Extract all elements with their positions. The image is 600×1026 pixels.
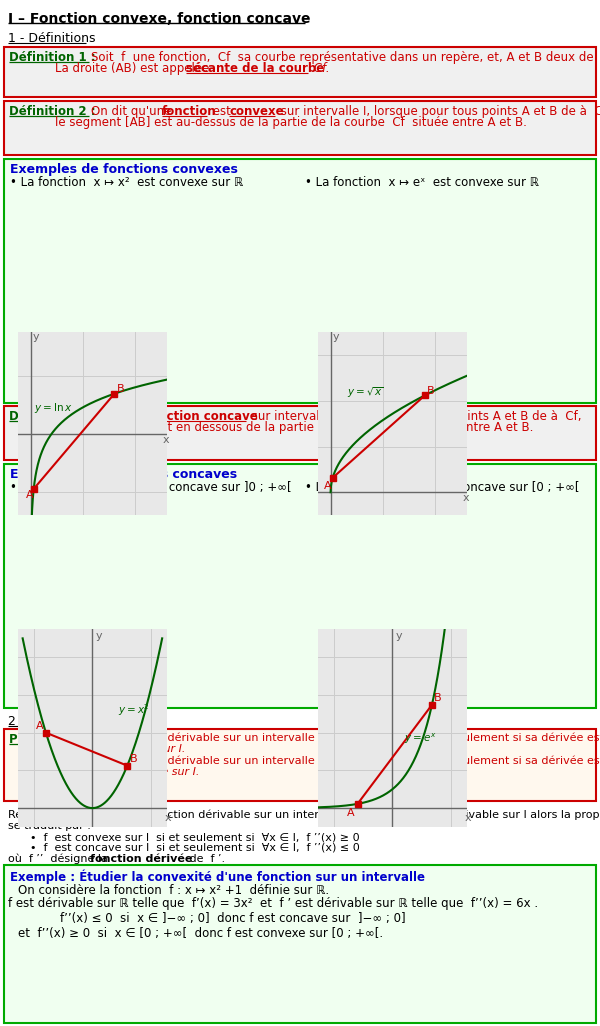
Text: décroissante sur I.: décroissante sur I. — [97, 767, 199, 777]
Text: est: est — [209, 105, 235, 118]
FancyBboxPatch shape — [4, 159, 596, 403]
Text: se traduit par :: se traduit par : — [8, 821, 91, 831]
Text: $y = x^2$: $y = x^2$ — [118, 702, 149, 718]
Text: f est dérivable sur ℝ telle que  f’(x) = 3x²  et  f ’ est dérivable sur ℝ telle : f est dérivable sur ℝ telle que f’(x) = … — [8, 897, 538, 910]
Text: et  f’’(x) ≥ 0  si  x ∈ [0 ; +∞[  donc f est convexe sur [0 ; +∞[.: et f’’(x) ≥ 0 si x ∈ [0 ; +∞[ donc f est… — [18, 928, 383, 940]
Text: • Une fonction dérivable sur un intervalle I est concave sur I si et seulement s: • Une fonction dérivable sur un interval… — [83, 756, 600, 766]
Text: • Une fonction dérivable sur un intervalle I est convexe sur I si et seulement s: • Une fonction dérivable sur un interval… — [83, 733, 600, 743]
Text: fonction: fonction — [162, 105, 217, 118]
Text: • La fonction  x ↦ ln x  est concave sur ]0 ; +∞[: • La fonction x ↦ ln x est concave sur ]… — [10, 481, 292, 494]
Text: • La fonction  x ↦ √x  est concave sur [0 ; +∞[: • La fonction x ↦ √x est concave sur [0 … — [305, 481, 580, 494]
Text: x: x — [464, 814, 471, 823]
Text: Exemple : Étudier la convexité d'une fonction sur un intervalle: Exemple : Étudier la convexité d'une fon… — [10, 869, 425, 883]
Text: Cf.: Cf. — [310, 62, 329, 75]
FancyBboxPatch shape — [4, 464, 596, 708]
Text: de  f ’.: de f ’. — [186, 854, 225, 864]
Text: où  f ’’  désigne la: où f ’’ désigne la — [8, 854, 112, 865]
Text: B: B — [427, 387, 434, 396]
Text: B: B — [116, 385, 124, 394]
Text: 1 - Définitions: 1 - Définitions — [8, 32, 95, 45]
Text: On dit qu'une: On dit qu'une — [91, 105, 175, 118]
Text: f’’(x) ≤ 0  si  x ∈ ]−∞ ; 0]  donc f est concave sur  ]−∞ ; 0]: f’’(x) ≤ 0 si x ∈ ]−∞ ; 0] donc f est co… — [60, 912, 406, 925]
Text: Définition 2 :: Définition 2 : — [9, 105, 95, 118]
Text: $y = e^x$: $y = e^x$ — [404, 732, 436, 746]
Text: $y = \sqrt{x}$: $y = \sqrt{x}$ — [347, 386, 384, 400]
Text: y: y — [33, 332, 40, 343]
Text: B: B — [434, 694, 442, 703]
Text: 2 - Dérivée seconde: 2 - Dérivée seconde — [8, 715, 134, 728]
Text: Exemples de fonctions concaves: Exemples de fonctions concaves — [10, 468, 237, 481]
Text: fonction concave: fonction concave — [145, 410, 258, 423]
Text: Exemples de fonctions convexes: Exemples de fonctions convexes — [10, 163, 238, 176]
Text: A: A — [347, 808, 355, 818]
Text: le segment [AB] est en dessous de la partie de la courbe  Cf  située entre A et : le segment [AB] est en dessous de la par… — [55, 421, 533, 434]
Text: On considère la fonction  f : x ↦ x² +1  définie sur ℝ.: On considère la fonction f : x ↦ x² +1 d… — [18, 884, 329, 897]
Text: •  f  est convexe sur I  si et seulement si  ∀x ∈ I,  f ’’(x) ≥ 0: • f est convexe sur I si et seulement si… — [30, 832, 359, 842]
Text: x: x — [164, 814, 171, 823]
Text: le segment [AB] est au-dessus de la partie de la courbe  Cf  située entre A et B: le segment [AB] est au-dessus de la part… — [55, 116, 527, 129]
Text: sur intervalle I, lorsque pour tous points A et B de à  Cf,: sur intervalle I, lorsque pour tous poin… — [277, 105, 600, 118]
Text: • La fonction  x ↦ x²  est convexe sur ℝ: • La fonction x ↦ x² est convexe sur ℝ — [10, 176, 243, 189]
Text: y: y — [333, 332, 340, 343]
Text: I – Fonction convexe, fonction concave: I – Fonction convexe, fonction concave — [8, 12, 311, 26]
Text: •  f  est concave sur I  si et seulement si  ∀x ∈ I,  f ’’(x) ≤ 0: • f est concave sur I si et seulement si… — [30, 843, 360, 853]
FancyBboxPatch shape — [4, 865, 596, 1023]
Text: fonction dérivée: fonction dérivée — [90, 854, 193, 864]
Text: y: y — [95, 631, 102, 641]
Text: convexe: convexe — [229, 105, 284, 118]
Text: A: A — [26, 489, 34, 500]
Text: sécante de la courbe: sécante de la courbe — [186, 62, 324, 75]
Text: sur intervalle I, lorsque pour tous points A et B de à  Cf,: sur intervalle I, lorsque pour tous poin… — [248, 410, 581, 423]
Text: x: x — [463, 494, 469, 504]
Text: Définition 3 :: Définition 3 : — [9, 410, 95, 423]
Text: La droite (AB) est appelée: La droite (AB) est appelée — [55, 62, 213, 75]
Text: x: x — [163, 435, 169, 444]
Text: A: A — [35, 721, 43, 731]
Text: y: y — [395, 631, 402, 641]
FancyBboxPatch shape — [4, 729, 596, 801]
FancyBboxPatch shape — [4, 47, 596, 97]
Text: Remarque : Si  f  est une fonction dérivable sur un intervalle I telle que  f ’ : Remarque : Si f est une fonction dérivab… — [8, 810, 600, 821]
Text: B: B — [130, 754, 137, 764]
FancyBboxPatch shape — [4, 406, 596, 460]
Text: A: A — [324, 481, 332, 491]
Text: Soit  f  une fonction,  Cf  sa courbe représentative dans un repère, et, A et B : Soit f une fonction, Cf sa courbe représ… — [91, 51, 600, 64]
FancyBboxPatch shape — [4, 101, 596, 155]
Text: Définition 1 :: Définition 1 : — [9, 51, 95, 64]
Text: • La fonction  x ↦ eˣ  est convexe sur ℝ: • La fonction x ↦ eˣ est convexe sur ℝ — [305, 176, 539, 189]
Text: Propriété 1 :: Propriété 1 : — [9, 733, 92, 746]
Text: $y = \ln x$: $y = \ln x$ — [34, 401, 72, 415]
Text: croissante sur I.: croissante sur I. — [97, 744, 185, 754]
Text: On appelle: On appelle — [91, 410, 159, 423]
